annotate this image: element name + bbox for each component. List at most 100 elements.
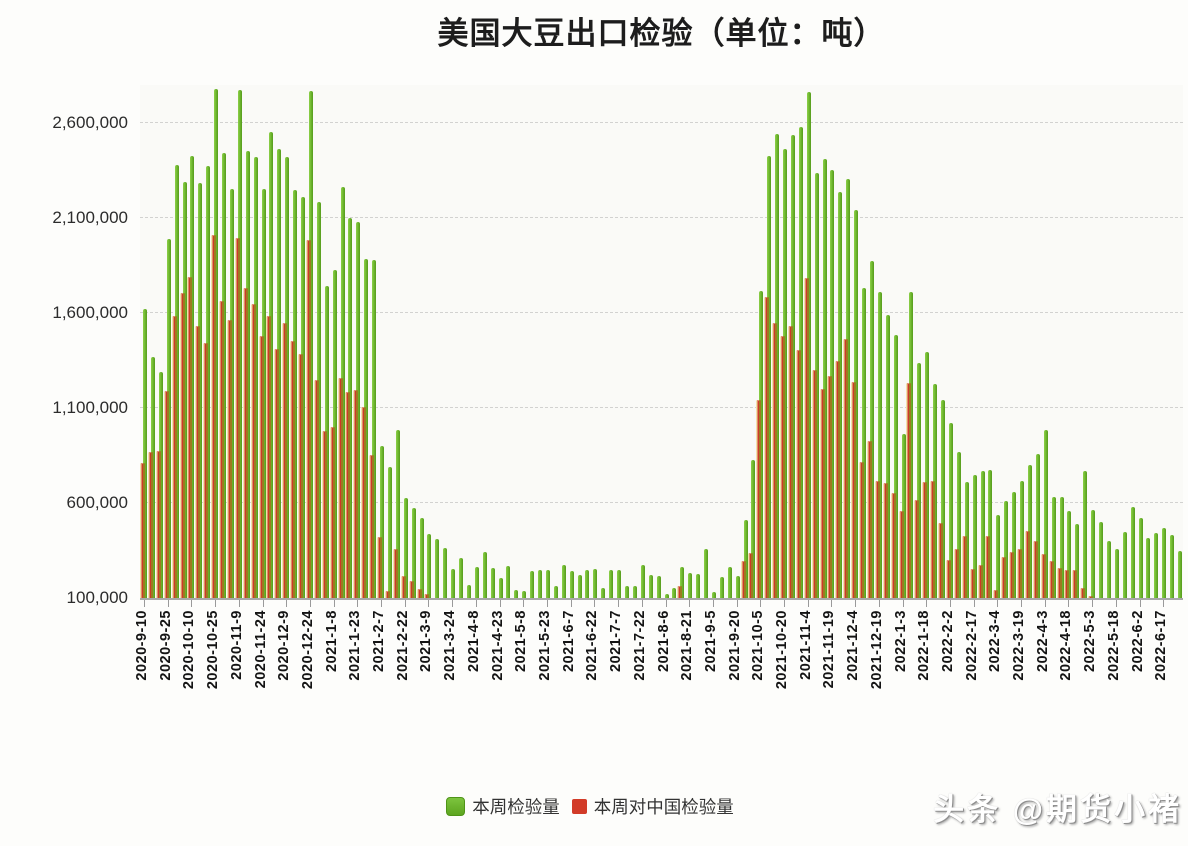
bar-group — [1009, 85, 1017, 598]
x-tick — [404, 600, 406, 607]
legend-label-china: 本周对中国检验量 — [593, 797, 734, 817]
bar-group — [1104, 85, 1112, 598]
china-overlap-shade — [1020, 548, 1023, 598]
china-overlap-shade — [972, 568, 975, 598]
legend-item-total[interactable]: 本周检验量 — [446, 794, 560, 819]
total-inspections-bar — [925, 351, 930, 598]
x-tick-label: 2022-4-3 — [1034, 610, 1051, 673]
total-inspections-bar — [617, 570, 622, 598]
total-inspections-bar — [601, 588, 606, 598]
china-inspections-bar — [756, 400, 760, 598]
bar-group — [953, 85, 962, 598]
bar-group — [961, 85, 970, 598]
china-overlap-shade — [743, 561, 746, 598]
china-overlap-shade — [348, 392, 351, 598]
total-inspections-bar — [356, 222, 361, 598]
china-inspections-bar — [898, 510, 902, 598]
bar-group — [559, 85, 567, 598]
bar-group — [740, 85, 749, 598]
china-overlap-shade — [838, 360, 841, 598]
total-inspections-bar — [451, 568, 456, 598]
china-overlap-shade — [1075, 570, 1078, 598]
total-inspections-bar — [1162, 528, 1167, 598]
china-overlap-shade — [767, 296, 770, 598]
x-tick — [286, 600, 288, 607]
x-tick — [215, 600, 217, 607]
watermark: 头条 @期货小褚 — [933, 792, 1182, 827]
china-inspections-bar — [827, 376, 831, 598]
china-overlap-shade — [403, 576, 406, 598]
x-tick-label: 2021-10-20 — [774, 610, 790, 690]
china-inspections-bar — [969, 568, 973, 598]
x-tick — [689, 600, 691, 607]
total-inspections-bar — [293, 189, 298, 598]
china-inspections-bar — [274, 348, 278, 598]
bar-group — [606, 85, 614, 598]
total-inspections-bar — [1170, 535, 1175, 598]
x-tick-label: 2021-9-20 — [726, 610, 743, 681]
china-inspections-bar — [298, 354, 302, 598]
bar-group — [519, 85, 527, 598]
china-inspections-bar — [922, 481, 926, 598]
total-inspections-bar — [143, 309, 147, 598]
x-tick — [736, 600, 738, 607]
total-inspections-bar — [806, 91, 811, 598]
china-overlap-shade — [364, 406, 367, 598]
legend-item-china[interactable]: 本周对中国检验量 — [571, 794, 734, 819]
x-tick-label: 2021-4-8 — [465, 610, 482, 673]
bar-group — [187, 85, 195, 598]
bar-group — [203, 85, 211, 598]
bar-group — [859, 85, 867, 598]
total-inspections-bar — [506, 566, 511, 598]
bar-group — [250, 85, 259, 598]
total-inspections-bar — [1004, 500, 1009, 598]
total-inspections-bar — [688, 573, 693, 598]
china-overlap-shade — [798, 350, 801, 598]
bar-group — [630, 85, 638, 598]
china-inspections-bar — [780, 336, 784, 598]
total-inspections-bar — [364, 258, 369, 598]
bar-group — [614, 85, 622, 598]
china-inspections-bar — [211, 234, 215, 598]
china-inspections-bar — [187, 276, 191, 598]
china-overlap-shade — [253, 303, 256, 598]
bar-group — [756, 85, 764, 598]
china-overlap-shade — [1051, 561, 1054, 598]
total-inspections-bar — [1012, 491, 1017, 598]
bar-group — [298, 85, 306, 598]
x-tick-label: 2021-7-7 — [608, 610, 624, 673]
china-overlap-shade — [198, 325, 201, 598]
total-inspections-bar — [680, 567, 685, 598]
total-inspections-bar — [941, 399, 946, 598]
bar-group — [598, 85, 606, 598]
bar-group — [408, 85, 417, 598]
bar-group — [1143, 85, 1151, 598]
china-inspections-bar — [337, 378, 341, 598]
total-inspections-bar — [909, 291, 914, 598]
total-inspections-bar — [490, 567, 495, 598]
bar-group — [242, 85, 251, 598]
total-inspections-bar — [743, 520, 748, 598]
total-inspections-bar — [1130, 506, 1135, 598]
china-inspections-bar — [321, 430, 325, 598]
x-tick-label: 2022-2-17 — [963, 610, 980, 681]
china-inspections-bar — [179, 292, 183, 598]
china-overlap-shade — [229, 319, 232, 598]
china-inspections-bar — [993, 589, 997, 598]
total-inspections-bar — [1146, 538, 1151, 598]
total-inspections-bar — [166, 239, 171, 598]
bar-group — [155, 85, 164, 598]
gridline — [140, 122, 1183, 123]
china-inspections-bar — [155, 450, 159, 598]
total-inspections-bar — [869, 261, 874, 598]
bar-group — [195, 85, 203, 598]
bar-group — [977, 85, 986, 598]
china-inspections-bar — [140, 463, 143, 598]
total-inspections-bar — [1027, 464, 1032, 598]
china-overlap-shade — [356, 390, 359, 598]
total-inspections-bar — [917, 363, 922, 598]
total-inspections-bar — [877, 291, 882, 598]
china-inspections-bar — [313, 380, 317, 598]
x-tick — [1139, 600, 1141, 607]
china-inspections-bar — [772, 323, 776, 598]
